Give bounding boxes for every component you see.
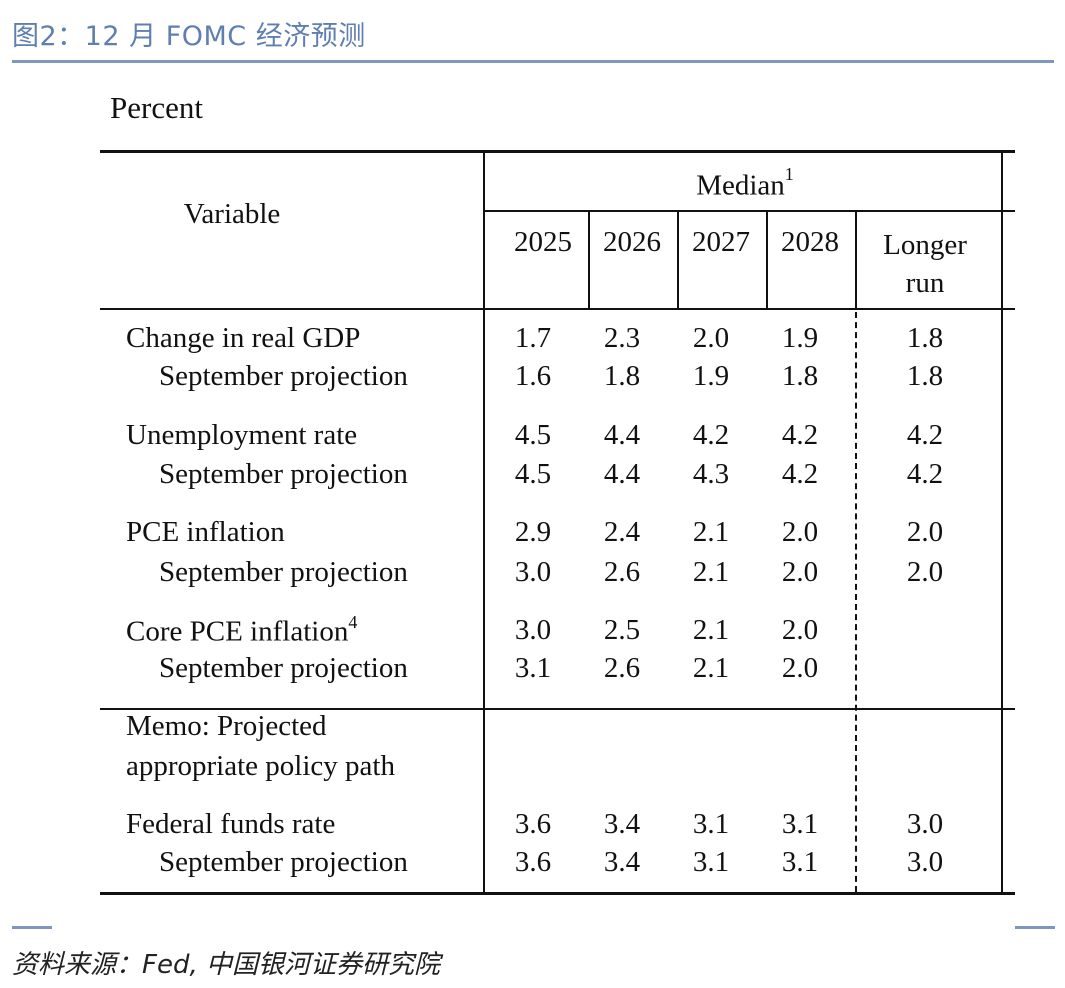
variable-column-rule	[483, 150, 485, 895]
longer-run-header-line: run	[905, 267, 945, 299]
table-cell: 3.4	[603, 808, 641, 840]
table-cell: 3.1	[781, 808, 819, 840]
table-bottom-rule	[100, 892, 1015, 895]
table-cell: 2.9	[514, 516, 552, 548]
table-cell: 1.9	[692, 360, 730, 392]
row-label: Federal funds rate	[126, 808, 336, 840]
unit-label: Percent	[110, 90, 203, 125]
memo-separator-rule	[100, 708, 1015, 710]
longer-run-dashed-rule	[855, 312, 857, 892]
right-edge-rule	[1001, 150, 1003, 895]
longer-run-cell: 1.8	[906, 322, 944, 354]
table-cell: 2.3	[603, 322, 641, 354]
median-header: Median1	[696, 164, 794, 203]
table-cell: 2.6	[603, 652, 641, 684]
table-top-rule	[100, 150, 1015, 153]
table-cell: 3.1	[692, 808, 730, 840]
memo-label: Memo: Projected	[126, 710, 327, 742]
year-header: 2026	[603, 226, 661, 258]
table-cell: 2.0	[781, 516, 819, 548]
table-cell: 3.6	[514, 808, 552, 840]
longer-run-cell: 2.0	[906, 516, 944, 548]
memo-label: appropriate policy path	[126, 750, 395, 782]
longer-run-header-line: Longer	[883, 229, 967, 261]
table-cell: 2.1	[692, 556, 730, 588]
year-column-rule	[588, 210, 590, 308]
table-cell: 2.0	[692, 322, 730, 354]
row-label: September projection	[159, 652, 408, 684]
longer-run-cell: 4.2	[906, 419, 944, 451]
longer-run-cell: 4.2	[906, 458, 944, 490]
table-cell: 4.5	[514, 458, 552, 490]
year-header: 2027	[692, 226, 750, 258]
table-cell: 2.6	[603, 556, 641, 588]
table-cell: 3.0	[514, 614, 552, 646]
table-cell: 3.0	[514, 556, 552, 588]
figure-title: 图2：12 月 FOMC 经济预测	[12, 21, 366, 52]
row-label: September projection	[159, 360, 408, 392]
table-cell: 3.1	[781, 846, 819, 878]
longer-run-cell: 2.0	[906, 556, 944, 588]
footer-divider-right	[1015, 926, 1055, 929]
table-cell: 4.4	[603, 458, 641, 490]
table-cell: 4.2	[781, 419, 819, 451]
year-column-rule	[677, 210, 679, 308]
table-cell: 4.4	[603, 419, 641, 451]
year-header: 2028	[781, 226, 839, 258]
table-cell: 3.1	[514, 652, 552, 684]
table-cell: 1.8	[781, 360, 819, 392]
row-label: September projection	[159, 458, 408, 490]
row-label: Change in real GDP	[126, 322, 361, 354]
table-cell: 4.2	[692, 419, 730, 451]
table-cell: 1.9	[781, 322, 819, 354]
table-cell: 2.0	[781, 652, 819, 684]
header-bottom-rule	[100, 308, 1015, 310]
longer-run-cell: 3.0	[906, 846, 944, 878]
row-footnote-mark: 4	[348, 612, 358, 632]
table-cell: 4.2	[781, 458, 819, 490]
table-cell: 3.4	[603, 846, 641, 878]
table-cell: 2.4	[603, 516, 641, 548]
table-cell: 2.5	[603, 614, 641, 646]
source-note: 资料来源：Fed, 中国银河证券研究院	[12, 950, 440, 980]
table-cell: 3.6	[514, 846, 552, 878]
row-label: Unemployment rate	[126, 419, 358, 451]
table-cell: 4.5	[514, 419, 552, 451]
table-cell: 2.1	[692, 614, 730, 646]
row-label-text: Core PCE inflation	[126, 615, 349, 648]
title-divider	[12, 60, 1054, 63]
table-cell: 4.3	[692, 458, 730, 490]
table-cell: 1.7	[514, 322, 552, 354]
longer-run-cell: 3.0	[906, 808, 944, 840]
row-label: September projection	[159, 846, 408, 878]
year-header: 2025	[514, 226, 572, 258]
table-cell: 2.1	[692, 516, 730, 548]
table-cell: 2.0	[781, 614, 819, 646]
row-label: PCE inflation	[126, 516, 285, 548]
footer-divider-left	[12, 926, 52, 929]
table-cell: 1.6	[514, 360, 552, 392]
median-underline-rule	[483, 210, 1015, 212]
projection-table: Variable Median1 2025 2026 2027 2028 Lon…	[100, 150, 1015, 895]
longer-run-column-rule	[855, 210, 857, 308]
row-label: September projection	[159, 556, 408, 588]
table-cell: 3.1	[692, 846, 730, 878]
variable-header: Variable	[183, 198, 281, 230]
table-cell: 2.1	[692, 652, 730, 684]
table-cell: 2.0	[781, 556, 819, 588]
row-label: Core PCE inflation4	[126, 612, 358, 649]
longer-run-cell: 1.8	[906, 360, 944, 392]
table-cell: 1.8	[603, 360, 641, 392]
median-footnote-mark: 1	[784, 164, 794, 184]
longer-run-header: Longer run	[883, 226, 967, 302]
median-header-text: Median	[696, 169, 785, 202]
year-column-rule	[766, 210, 768, 308]
